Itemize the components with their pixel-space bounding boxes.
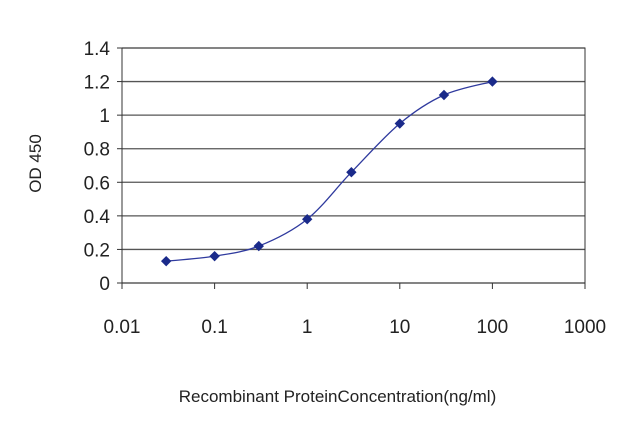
x-axis-title: Recombinant ProteinConcentration(ng/ml) [179, 387, 497, 406]
y-tick-label-6: 1.2 [84, 73, 110, 94]
data-point-0 [160, 255, 172, 267]
x-tick-label-0: 0.01 [104, 317, 141, 338]
y-tick-label-2: 0.4 [84, 207, 111, 228]
x-axis-ticks: 0.01 0.1 1 10 100 1000 [104, 283, 606, 338]
y-tick-label-3: 0.6 [84, 173, 110, 194]
data-point-3 [302, 214, 313, 225]
data-point-1 [209, 250, 220, 262]
y-tick-label-5: 1 [99, 106, 110, 127]
data-point-7 [487, 76, 498, 87]
data-point-6 [438, 89, 450, 101]
y-tick-label-4: 0.8 [84, 140, 110, 161]
x-tick-label-2: 1 [302, 317, 313, 338]
data-point-4 [346, 167, 357, 178]
data-point-2 [253, 240, 264, 252]
x-tick-label-3: 10 [389, 317, 410, 338]
y-axis-ticks: 0 0.2 0.4 0.6 0.8 1 1.2 1.4 [84, 39, 122, 295]
x-tick-label-5: 1000 [564, 317, 606, 338]
x-tick-label-1: 0.1 [201, 317, 227, 338]
y-axis-title: OD 450 [26, 134, 45, 193]
x-tick-label-4: 100 [477, 317, 509, 338]
data-point-5 [394, 118, 405, 129]
series-line [166, 80, 493, 262]
data-points [160, 76, 498, 267]
y-tick-label-7: 1.4 [84, 39, 111, 60]
plot-area-frame [121, 47, 586, 284]
grid-lines [122, 47, 585, 284]
y-tick-label-0: 0 [99, 274, 110, 295]
y-tick-label-1: 0.2 [84, 240, 110, 261]
